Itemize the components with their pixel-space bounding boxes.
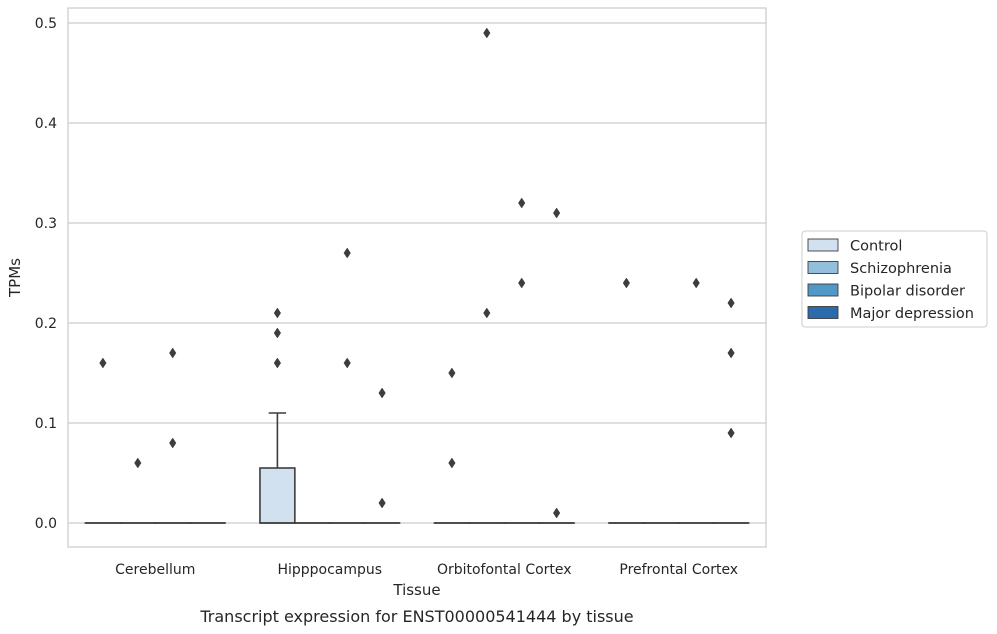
- legend-swatch: [807, 238, 839, 252]
- legend-swatch: [807, 306, 839, 319]
- y-tick-label: 0.0: [35, 516, 57, 532]
- legend-item: Schizophrenia: [807, 261, 952, 277]
- y-axis-title: TPMs: [6, 258, 24, 298]
- y-tick-label: 0.1: [35, 416, 57, 432]
- outlier-point: [378, 387, 386, 399]
- legend-label: Bipolar disorder: [850, 284, 965, 300]
- boxes: [84, 412, 750, 524]
- legend-item: Bipolar disorder: [807, 283, 965, 300]
- outlier-point: [99, 357, 107, 369]
- outlier-point: [169, 347, 177, 359]
- x-tick-label: Cerebellum: [115, 562, 195, 578]
- outlier-point: [273, 307, 281, 319]
- legend-item: Major depression: [807, 306, 974, 322]
- x-tick-label: Orbitofontal Cortex: [437, 562, 572, 578]
- y-tick-label: 0.5: [35, 16, 57, 32]
- chart-caption: Transcript expression for ENST0000054144…: [199, 607, 633, 626]
- outlier-point: [483, 307, 491, 319]
- outlier-point: [483, 27, 491, 39]
- outlier-point: [727, 347, 735, 359]
- outlier-points: [99, 27, 735, 519]
- box-group: [259, 412, 296, 524]
- box: [259, 467, 296, 524]
- legend-item: Control: [807, 238, 902, 255]
- outlier-point: [343, 357, 351, 369]
- outlier-point: [134, 457, 142, 469]
- y-tick-label: 0.2: [35, 316, 57, 332]
- outlier-point: [448, 457, 456, 469]
- plot-frame: [67, 7, 767, 548]
- outlier-point: [727, 297, 735, 309]
- outlier-point: [343, 247, 351, 259]
- outlier-point: [553, 507, 561, 519]
- legend-frame: [801, 230, 988, 328]
- outlier-point: [692, 277, 700, 289]
- legend: Control Schizophrenia Bipolar disorder Majo…: [801, 230, 988, 328]
- outlier-point: [727, 427, 735, 439]
- x-tick-label: Hipppocampus: [277, 562, 382, 578]
- legend-label: Control: [850, 239, 902, 255]
- y-tick-label: 0.3: [35, 216, 57, 232]
- outlier-point: [273, 357, 281, 369]
- legend-label: Schizophrenia: [850, 261, 952, 277]
- outlier-point: [169, 437, 177, 449]
- outlier-point: [622, 277, 630, 289]
- outlier-point: [518, 197, 526, 209]
- x-tick-label: Prefrontal Cortex: [619, 562, 738, 578]
- legend-swatch: [807, 261, 839, 274]
- x-tick-labels: Cerebellum Hipppocampus Orbitofontal Corte…: [115, 562, 738, 578]
- x-axis-title: Tissue: [392, 581, 440, 599]
- legend-swatch: [807, 283, 839, 297]
- outlier-point: [448, 367, 456, 379]
- outlier-point: [273, 327, 281, 339]
- outlier-point: [553, 207, 561, 219]
- y-tick-labels: 0.0 0.1 0.2 0.3 0.4 0.5: [35, 16, 57, 532]
- outlier-point: [378, 497, 386, 509]
- legend-label: Major depression: [850, 306, 974, 322]
- outlier-point: [518, 277, 526, 289]
- y-tick-label: 0.4: [35, 116, 57, 132]
